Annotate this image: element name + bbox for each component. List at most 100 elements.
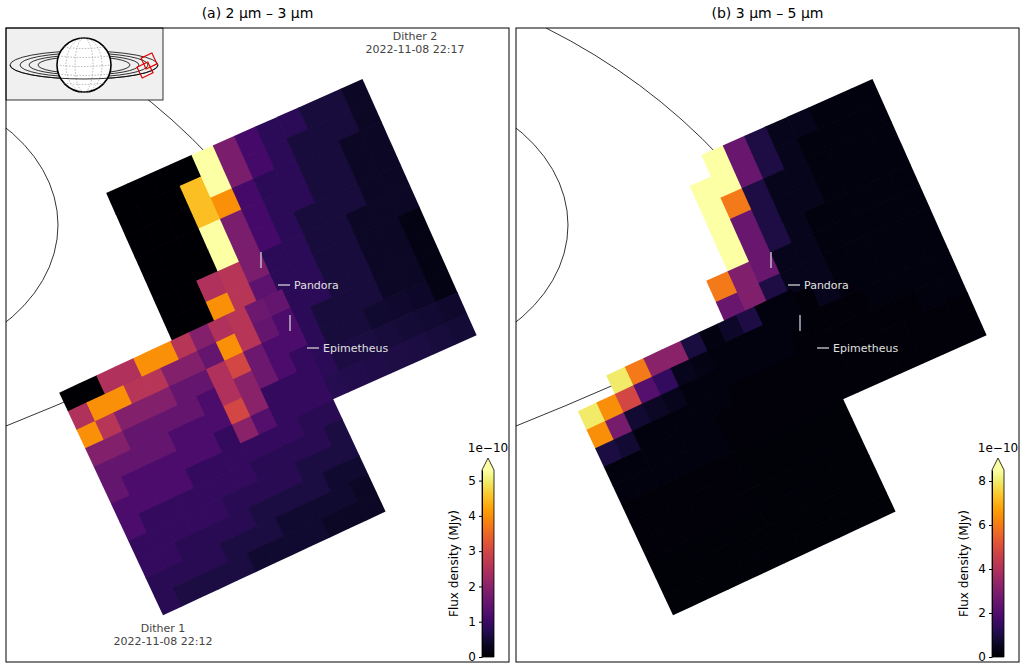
moon-marker	[788, 284, 800, 285]
dither	[569, 289, 895, 615]
colorbar-tick-mark	[479, 622, 482, 623]
colorbar-extend	[482, 458, 494, 470]
colorbar-body	[482, 470, 494, 657]
colorbar-offset: 1e−10	[468, 441, 508, 455]
colorbar-extend	[992, 458, 1004, 470]
moon-marker	[289, 315, 290, 331]
ring-edge	[546, 28, 721, 158]
plot-background	[6, 28, 509, 662]
cells	[569, 79, 986, 615]
colorbar-tick-mark	[479, 516, 482, 517]
dither-time: 2022-11-08 22:12	[113, 635, 212, 648]
dither-time: 2022-11-08 22:17	[365, 43, 464, 56]
saturn-limb	[6, 80, 58, 370]
colorbar-tick-mark	[479, 586, 482, 587]
inset-latitude	[59, 56, 110, 58]
colorbar: 0 1 2 3 4 5 1e−10 Flux density (MJy)	[447, 441, 508, 664]
inset-footprint	[141, 53, 157, 69]
moon-label: Pandora	[294, 279, 339, 292]
inset-latitude	[59, 74, 110, 76]
moon-marker	[770, 252, 771, 268]
colorbar-axis: 0 1 2 3 4 5	[468, 471, 482, 665]
moon-label: Epimetheus	[833, 342, 898, 355]
colorbar-tick-mark	[989, 481, 992, 482]
panel: PandoraEpimetheusDither 12022-11-08 22:1…	[0, 5, 509, 664]
colorbar-tick-mark	[989, 613, 992, 614]
colorbar-tick: 2	[468, 580, 482, 594]
colorbar-tick-label: 4	[468, 509, 476, 523]
colorbar-tick: 3	[468, 544, 482, 558]
inset-longitude	[66, 38, 102, 92]
colorbar-tick-mark	[989, 657, 992, 658]
inset-planet	[57, 38, 111, 92]
dither	[616, 79, 986, 449]
plot-frame	[516, 28, 1019, 662]
dither	[106, 79, 476, 449]
colorbar-tick-label: 5	[468, 474, 476, 488]
inset	[6, 28, 163, 100]
colorbar-offset: 1e−10	[978, 441, 1018, 455]
moon-label: Pandora	[804, 279, 849, 292]
colorbar-tick-label: 8	[978, 474, 986, 488]
inset-latitude	[57, 65, 111, 67]
colorbar-tick-label: 0	[468, 650, 476, 664]
colorbar-tick: 4	[978, 562, 992, 576]
dither	[59, 289, 385, 615]
colorbar-tick-mark	[989, 569, 992, 570]
colorbar: 0 2 4 6 8 1e−10 Flux density (MJy)	[957, 441, 1018, 664]
moon-marker	[278, 284, 290, 285]
colorbar-tick-label: 6	[978, 518, 986, 532]
colorbar-tick-label: 0	[978, 650, 986, 664]
colorbar-axis: 0 2 4 6 8	[978, 471, 992, 665]
colorbar-tick: 6	[978, 518, 992, 532]
cell	[868, 492, 896, 520]
colorbar-tick-label: 4	[978, 562, 986, 576]
plot-frame	[6, 28, 509, 662]
cell	[955, 313, 987, 345]
panel: Pandora Epimetheus 0 2 4 6 8 1e−10 Flux density …	[164, 5, 1019, 664]
colorbar-tick-label: 3	[468, 544, 476, 558]
colorbar-tick: 0	[978, 650, 992, 664]
inset-ring-front	[10, 65, 158, 79]
moon-marker	[799, 315, 800, 331]
colorbar-outline	[992, 458, 1004, 657]
saturn-limb	[516, 80, 568, 370]
cells	[59, 79, 476, 615]
colorbar-tick-mark	[989, 525, 992, 526]
inset-frame	[6, 28, 163, 100]
panel-title: (a) 2 µm – 3 µm	[202, 5, 314, 21]
colorbar-tick-mark	[479, 657, 482, 658]
colorbar-axis-line	[992, 471, 993, 658]
panel-title: (b) 3 µm – 5 µm	[712, 5, 824, 21]
colorbar-tick: 2	[978, 606, 992, 620]
moon-marker	[817, 347, 829, 348]
colorbar-tick-mark	[479, 551, 482, 552]
dither-label: Dither 1	[141, 622, 186, 635]
colorbar-tick: 8	[978, 474, 992, 488]
colorbar-body	[992, 470, 1004, 657]
cell	[445, 313, 477, 345]
colorbar-tick: 4	[468, 509, 482, 523]
colorbar-axis-line	[482, 471, 483, 658]
dither-label: Dither 2	[393, 30, 438, 43]
plot-background	[516, 28, 1019, 662]
colorbar-tick: 1	[468, 615, 482, 629]
colorbar-tick-label: 1	[468, 615, 476, 629]
colorbar-tick-label: 2	[468, 580, 476, 594]
inset-latitude	[64, 83, 104, 85]
cell	[358, 492, 386, 520]
colorbar-tick: 0	[468, 650, 482, 664]
colorbar-outline	[482, 458, 494, 657]
inset-footprint	[137, 62, 153, 78]
inset-longitude	[75, 38, 93, 92]
colorbar-tick-mark	[479, 481, 482, 482]
colorbar-tick-label: 2	[978, 606, 986, 620]
saturn-outline	[6, 28, 211, 426]
colorbar-title: Flux density (MJy)	[957, 510, 971, 617]
moon-marker	[260, 252, 261, 268]
saturn-outline	[516, 28, 721, 426]
moon-label: Epimetheus	[323, 342, 388, 355]
colorbar-title: Flux density (MJy)	[447, 510, 461, 617]
colorbar-tick: 5	[468, 474, 482, 488]
figure: PandoraEpimetheusDither 12022-11-08 22:1…	[0, 0, 1026, 666]
